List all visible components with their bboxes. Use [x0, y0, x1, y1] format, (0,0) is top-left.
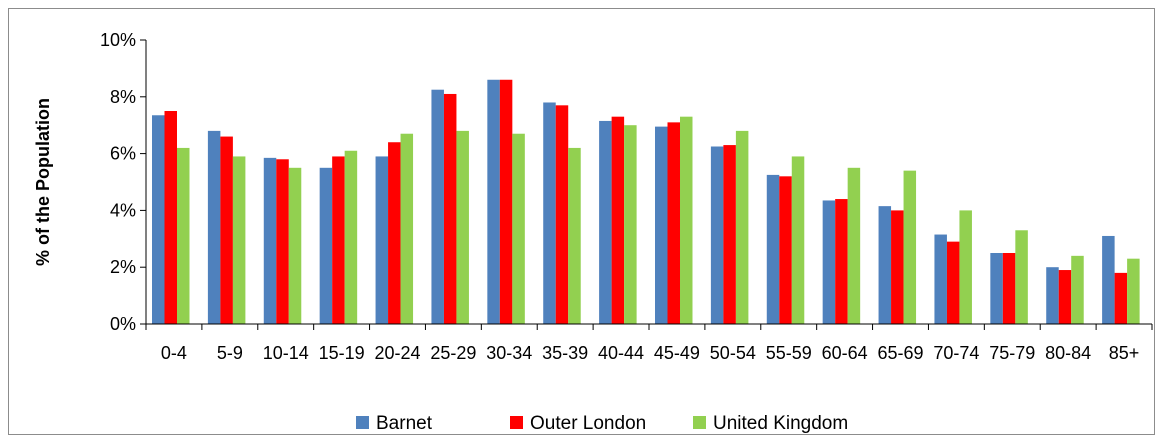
- bar: [947, 242, 960, 324]
- x-tick-label: 15-19: [319, 343, 365, 363]
- x-tick-label: 10-14: [263, 343, 309, 363]
- bar: [444, 94, 457, 324]
- bar: [934, 235, 947, 324]
- x-tick-label: 55-59: [766, 343, 812, 363]
- bar: [345, 151, 358, 324]
- x-tick-label: 65-69: [877, 343, 923, 363]
- x-tick-label: 35-39: [542, 343, 588, 363]
- y-tick-label: 4%: [110, 200, 136, 220]
- bar: [165, 111, 178, 324]
- bar: [456, 131, 469, 324]
- bar: [233, 156, 246, 324]
- bar: [332, 156, 345, 324]
- x-tick-label: 20-24: [374, 343, 420, 363]
- bar: [848, 168, 861, 324]
- bar: [779, 176, 792, 324]
- bar: [320, 168, 333, 324]
- bar: [152, 115, 165, 324]
- bar: [568, 148, 581, 324]
- legend-item: Outer London: [510, 413, 646, 434]
- x-axis-ticks: 0-4 5-9 10-14 15-19 20-24 25-29 30-34 35-39 40-4…: [146, 324, 1152, 363]
- bar: [556, 105, 569, 324]
- x-tick-label: 50-54: [710, 343, 756, 363]
- bar: [376, 156, 389, 324]
- legend: Barnet Outer London United Kingdom: [356, 413, 848, 434]
- y-axis-label-group: % of the Population: [33, 98, 53, 266]
- bar: [1115, 273, 1128, 324]
- bar: [220, 137, 233, 324]
- bar: [823, 200, 836, 324]
- y-tick-label: 2%: [110, 257, 136, 277]
- legend-swatch: [693, 416, 706, 429]
- legend-label: Outer London: [530, 413, 646, 434]
- legend-label: Barnet: [376, 413, 433, 434]
- x-tick-label: 75-79: [989, 343, 1035, 363]
- bar: [177, 148, 190, 324]
- bar: [599, 121, 612, 324]
- bar: [289, 168, 302, 324]
- bar: [835, 199, 848, 324]
- x-tick-label: 60-64: [822, 343, 868, 363]
- bar: [680, 117, 693, 324]
- bar: [487, 80, 500, 324]
- bar: [891, 210, 904, 324]
- bar: [767, 175, 780, 324]
- bar: [543, 102, 556, 324]
- bar: [723, 145, 736, 324]
- bar: [276, 159, 289, 324]
- bar: [612, 117, 625, 324]
- bar: [624, 125, 637, 324]
- bar: [431, 90, 444, 324]
- bar: [959, 210, 972, 324]
- bar: [401, 134, 414, 324]
- bar: [904, 171, 917, 324]
- legend-label: United Kingdom: [713, 413, 848, 434]
- bar: [1046, 267, 1059, 324]
- y-tick-label: 6%: [110, 144, 136, 164]
- x-tick-label: 70-74: [933, 343, 979, 363]
- bar: [1071, 256, 1084, 324]
- bar: [388, 142, 401, 324]
- x-tick-label: 25-29: [430, 343, 476, 363]
- y-tick-label: 10%: [100, 30, 136, 50]
- bar: [990, 253, 1003, 324]
- x-tick-label: 40-44: [598, 343, 644, 363]
- bar: [500, 80, 513, 324]
- legend-swatch: [356, 416, 369, 429]
- bar: [264, 158, 277, 324]
- population-chart: % of the Population 0% 2% 4% 6% 8% 10% 0-4 5-9…: [9, 9, 1154, 434]
- x-tick-label: 0-4: [161, 343, 187, 363]
- legend-swatch: [510, 416, 523, 429]
- x-tick-label: 45-49: [654, 343, 700, 363]
- y-axis-ticks: 0% 2% 4% 6% 8% 10%: [100, 30, 146, 334]
- bar: [1015, 230, 1027, 324]
- bar: [1003, 253, 1016, 324]
- y-tick-label: 8%: [110, 87, 136, 107]
- x-tick-label: 30-34: [486, 343, 532, 363]
- bar: [1102, 236, 1115, 324]
- bar: [655, 127, 668, 324]
- x-tick-label: 80-84: [1045, 343, 1091, 363]
- bar: [512, 134, 525, 324]
- bar: [711, 147, 724, 325]
- bar: [1059, 270, 1072, 324]
- x-tick-label: 85+: [1109, 343, 1140, 363]
- bar: [792, 156, 805, 324]
- x-tick-label: 5-9: [217, 343, 243, 363]
- y-axis-label: % of the Population: [33, 98, 53, 266]
- legend-item: United Kingdom: [693, 413, 848, 434]
- bar: [208, 131, 221, 324]
- bar: [1127, 259, 1140, 324]
- series-outer-london: [165, 80, 1128, 324]
- bar: [668, 122, 681, 324]
- bar-series: [152, 80, 1140, 324]
- bar: [879, 206, 892, 324]
- chart-frame: % of the Population 0% 2% 4% 6% 8% 10% 0-4 5-9…: [8, 8, 1155, 435]
- bar: [736, 131, 749, 324]
- legend-item: Barnet: [356, 413, 433, 434]
- y-tick-label: 0%: [110, 314, 136, 334]
